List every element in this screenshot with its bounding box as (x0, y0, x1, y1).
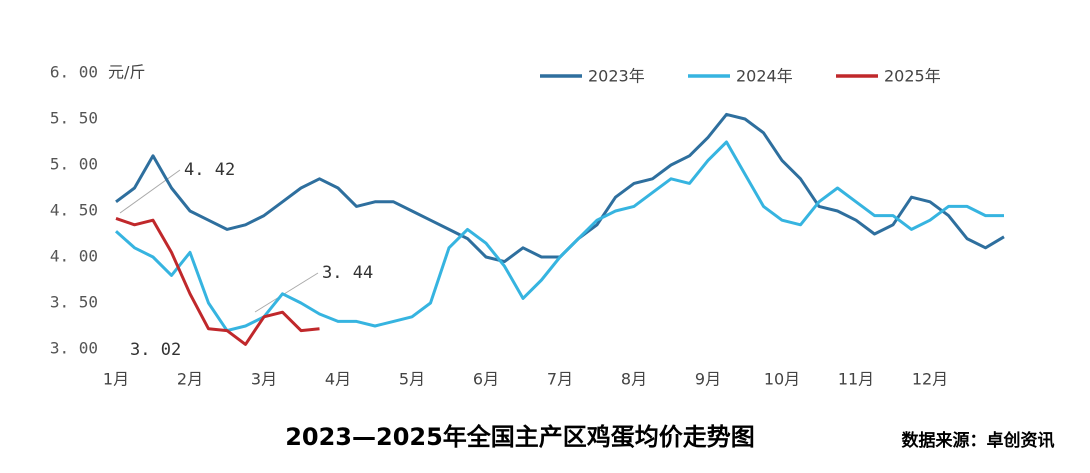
series-line (115, 216, 320, 346)
chart-title: 2023—2025年全国主产区鸡蛋均价走势图 (285, 423, 755, 451)
x-tick-label: 10月 (764, 370, 800, 389)
y-tick-label: 6. 00 (50, 63, 98, 82)
x-tick-label: 5月 (399, 370, 425, 389)
annotation: 4. 42 (184, 160, 235, 180)
series-line (115, 112, 1005, 264)
x-tick-label: 7月 (547, 370, 573, 389)
y-tick-label: 4. 00 (50, 247, 98, 266)
x-tick-label: 9月 (695, 370, 721, 389)
annotation-leader (119, 169, 181, 214)
y-tick-label: 4. 50 (50, 201, 98, 220)
annotation: 3. 02 (130, 340, 181, 360)
y-tick-label: 5. 50 (50, 109, 98, 128)
x-tick-label: 3月 (251, 370, 277, 389)
annotation: 3. 44 (322, 263, 373, 283)
y-tick-label: 3. 00 (50, 339, 98, 358)
legend-label: 2025年 (884, 67, 941, 86)
x-tick-label: 2月 (177, 370, 203, 389)
series-line (114, 140, 1004, 333)
y-tick-label: 5. 00 (50, 155, 98, 174)
source: 数据来源：卓创资讯 (902, 430, 1055, 451)
x-tick-label: 11月 (838, 370, 874, 389)
legend-label: 2023年 (588, 67, 645, 86)
x-tick-label: 6月 (473, 370, 499, 389)
y-axis-unit: 元/斤 (108, 63, 145, 82)
x-tick-label: 8月 (621, 370, 647, 389)
x-tick-label: 12月 (912, 370, 948, 389)
y-tick-label: 3. 50 (50, 293, 98, 312)
x-tick-label: 1月 (103, 370, 129, 389)
legend-label: 2024年 (736, 67, 793, 86)
annotation-leader (254, 272, 319, 313)
x-tick-label: 4月 (325, 370, 351, 389)
